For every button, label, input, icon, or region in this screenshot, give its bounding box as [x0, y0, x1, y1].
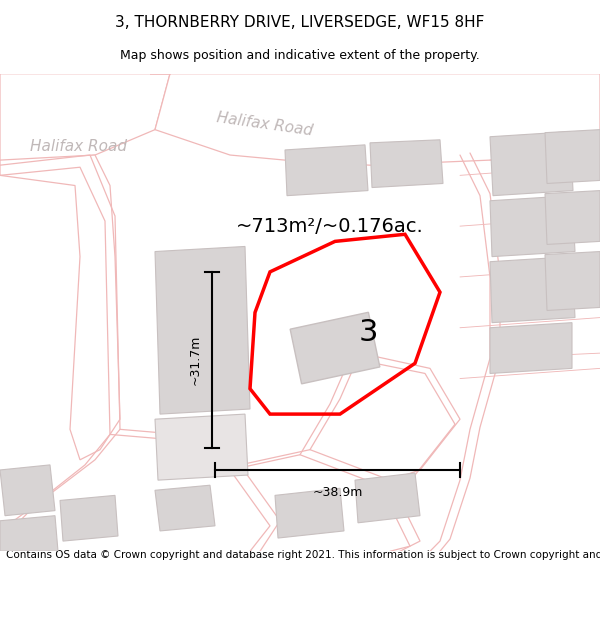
Polygon shape	[0, 465, 55, 516]
Text: ~31.7m: ~31.7m	[189, 334, 202, 385]
Polygon shape	[370, 140, 443, 188]
Text: ~38.9m: ~38.9m	[313, 486, 362, 499]
Polygon shape	[155, 414, 248, 480]
Polygon shape	[490, 132, 573, 196]
Polygon shape	[275, 488, 344, 538]
Polygon shape	[0, 516, 58, 551]
Polygon shape	[545, 129, 600, 184]
Polygon shape	[490, 257, 575, 322]
Text: Halifax Road: Halifax Road	[30, 139, 127, 154]
Text: Halifax Road: Halifax Road	[216, 111, 314, 139]
Polygon shape	[285, 145, 368, 196]
Polygon shape	[150, 74, 600, 165]
Text: 3: 3	[358, 318, 378, 348]
Polygon shape	[490, 322, 572, 374]
Text: ~713m²/~0.176ac.: ~713m²/~0.176ac.	[236, 217, 424, 236]
Polygon shape	[545, 251, 600, 311]
Polygon shape	[0, 155, 120, 460]
Polygon shape	[290, 312, 380, 384]
Polygon shape	[0, 74, 170, 165]
Polygon shape	[155, 246, 250, 414]
Polygon shape	[355, 473, 420, 522]
Polygon shape	[60, 496, 118, 541]
Polygon shape	[155, 485, 215, 531]
Text: Map shows position and indicative extent of the property.: Map shows position and indicative extent…	[120, 49, 480, 62]
Polygon shape	[490, 196, 575, 257]
Text: Contains OS data © Crown copyright and database right 2021. This information is : Contains OS data © Crown copyright and d…	[6, 550, 600, 560]
Polygon shape	[545, 191, 600, 244]
Text: 3, THORNBERRY DRIVE, LIVERSEDGE, WF15 8HF: 3, THORNBERRY DRIVE, LIVERSEDGE, WF15 8H…	[115, 14, 485, 29]
